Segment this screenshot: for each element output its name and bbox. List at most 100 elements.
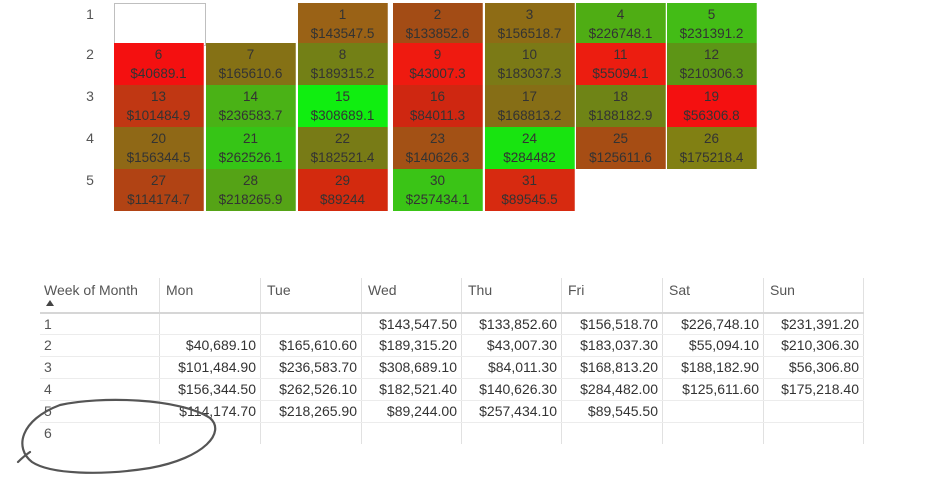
calendar-day-number: 21	[242, 131, 259, 146]
sort-ascending-icon[interactable]	[46, 300, 54, 306]
calendar-day-cell[interactable]: 15 $308689.1	[298, 85, 388, 127]
calendar-day-amount: $114174.7	[127, 192, 190, 207]
table-cell: $140,626.30	[462, 379, 562, 400]
column-header[interactable]: Thu	[462, 278, 562, 312]
calendar-day-cell[interactable]: 1 $143547.5	[298, 3, 388, 45]
calendar-day-number: 14	[242, 89, 259, 104]
calendar-day-cell[interactable]: 30 $257434.1	[393, 169, 483, 211]
calendar-day-cell[interactable]: 23 $140626.3	[393, 127, 483, 169]
table-cell: $125,611.60	[663, 379, 764, 400]
calendar-week-label: 1	[86, 6, 94, 22]
table-cell: $183,037.30	[562, 335, 663, 356]
calendar-day-amount: $84011.3	[409, 108, 466, 123]
calendar-week-label: 3	[86, 88, 94, 104]
table-row[interactable]: 2 $40,689.10 $165,610.60 $189,315.20 $43,007…	[40, 334, 864, 356]
calendar-day-amount: $140626.3	[405, 150, 470, 165]
calendar-day-amount: $210306.3	[679, 66, 744, 81]
column-header[interactable]: Week of Month	[40, 278, 160, 312]
calendar-day-cell[interactable]: 3 $156518.7	[485, 3, 575, 45]
calendar-day-number: 1	[338, 7, 347, 22]
table-cell	[663, 423, 764, 444]
table-cell: $101,484.90	[160, 357, 261, 378]
row-week-label: 4	[40, 379, 160, 400]
column-header[interactable]: Wed	[362, 278, 462, 312]
calendar-day-number: 26	[703, 131, 720, 146]
calendar-day-cell[interactable]: 2 $133852.6	[393, 3, 483, 45]
column-header[interactable]: Mon	[160, 278, 261, 312]
column-header[interactable]: Fri	[562, 278, 663, 312]
calendar-day-number: 13	[150, 89, 167, 104]
table-cell: $284,482.00	[562, 379, 663, 400]
calendar-day-cell[interactable]: 4 $226748.1	[576, 3, 666, 45]
calendar-day-number: 8	[338, 47, 347, 62]
row-week-label: 2	[40, 335, 160, 356]
calendar-day-number: 28	[242, 173, 259, 188]
calendar-day-cell[interactable]: 10 $183037.3	[485, 43, 575, 85]
column-header[interactable]: Sun	[764, 278, 864, 312]
calendar-day-number: 3	[525, 7, 534, 22]
calendar-day-cell[interactable]: 5 $231391.2	[667, 3, 757, 45]
table-row[interactable]: 4 $156,344.50 $262,526.10 $182,521.40 $140,6…	[40, 378, 864, 400]
calendar-day-cell[interactable]: 25 $125611.6	[576, 127, 666, 169]
row-week-label: 3	[40, 357, 160, 378]
calendar-day-cell[interactable]: 24 $284482	[485, 127, 575, 169]
table-cell: $89,244.00	[362, 401, 462, 422]
table-cell	[663, 401, 764, 422]
calendar-day-cell[interactable]: 20 $156344.5	[114, 127, 204, 169]
calendar-day-amount: $56306.8	[683, 108, 740, 123]
table-row[interactable]: 6	[40, 422, 864, 444]
calendar-day-cell[interactable]: 21 $262526.1	[206, 127, 296, 169]
calendar-day-cell[interactable]: 7 $165610.6	[206, 43, 296, 85]
column-header-label: Week of Month	[44, 282, 138, 298]
table-row[interactable]: 5 $114,174.70 $218,265.90 $89,244.00 $257,43…	[40, 400, 864, 422]
table-cell: $236,583.70	[261, 357, 362, 378]
calendar-day-cell[interactable]: 11 $55094.1	[576, 43, 666, 85]
calendar-day-cell[interactable]: 29 $89244	[298, 169, 388, 211]
calendar-day-cell[interactable]: 19 $56306.8	[667, 85, 757, 127]
table-cell: $257,434.10	[462, 401, 562, 422]
table-cell	[562, 423, 663, 444]
calendar-day-amount: $133852.6	[405, 26, 470, 41]
column-header-label: Thu	[468, 282, 493, 298]
table-cell	[764, 401, 864, 422]
table-cell: $156,344.50	[160, 379, 261, 400]
calendar-day-cell[interactable]: 14 $236583.7	[206, 85, 296, 127]
calendar-day-cell[interactable]: 8 $189315.2	[298, 43, 388, 85]
calendar-day-amount: $218265.9	[218, 192, 283, 207]
column-header[interactable]: Tue	[261, 278, 362, 312]
table-cell: $40,689.10	[160, 335, 261, 356]
calendar-day-cell[interactable]: 17 $168813.2	[485, 85, 575, 127]
calendar-day-cell[interactable]: 22 $182521.4	[298, 127, 388, 169]
table-cell	[362, 423, 462, 444]
calendar-day-cell[interactable]: 28 $218265.9	[206, 169, 296, 211]
calendar-day-amount: $168813.2	[497, 108, 562, 123]
calendar-day-cell[interactable]: 6 $40689.1	[114, 43, 204, 85]
calendar-empty-cell	[114, 3, 206, 46]
table-cell: $262,526.10	[261, 379, 362, 400]
table-row[interactable]: 3 $101,484.90 $236,583.70 $308,689.10 $84,01…	[40, 356, 864, 378]
table-cell: $226,748.10	[663, 314, 764, 335]
calendar-day-amount: $89545.5	[501, 192, 558, 207]
column-header[interactable]: Sat	[663, 278, 764, 312]
calendar-day-amount: $226748.1	[588, 26, 653, 41]
calendar-day-cell[interactable]: 9 $43007.3	[393, 43, 483, 85]
table-cell	[764, 423, 864, 444]
calendar-day-cell[interactable]: 16 $84011.3	[393, 85, 483, 127]
row-week-label: 1	[40, 314, 160, 335]
calendar-day-number: 23	[429, 131, 446, 146]
calendar-day-amount: $189315.2	[310, 66, 375, 81]
calendar-day-cell[interactable]: 18 $188182.9	[576, 85, 666, 127]
row-week-label: 6	[40, 423, 160, 444]
calendar-day-cell[interactable]: 26 $175218.4	[667, 127, 757, 169]
table-row[interactable]: 1 $143,547.50 $133,852.60 $156,518.70 $226,7…	[40, 312, 864, 335]
calendar-day-cell[interactable]: 12 $210306.3	[667, 43, 757, 85]
table-cell: $218,265.90	[261, 401, 362, 422]
calendar-day-amount: $143547.5	[310, 26, 375, 41]
calendar-day-amount: $175218.4	[679, 150, 744, 165]
calendar-week-label: 2	[86, 46, 94, 62]
calendar-day-cell[interactable]: 27 $114174.7	[114, 169, 204, 211]
table-cell: $114,174.70	[160, 401, 261, 422]
calendar-day-cell[interactable]: 31 $89545.5	[485, 169, 575, 211]
calendar-day-cell[interactable]: 13 $101484.9	[114, 85, 204, 127]
calendar-day-amount: $40689.1	[130, 66, 187, 81]
